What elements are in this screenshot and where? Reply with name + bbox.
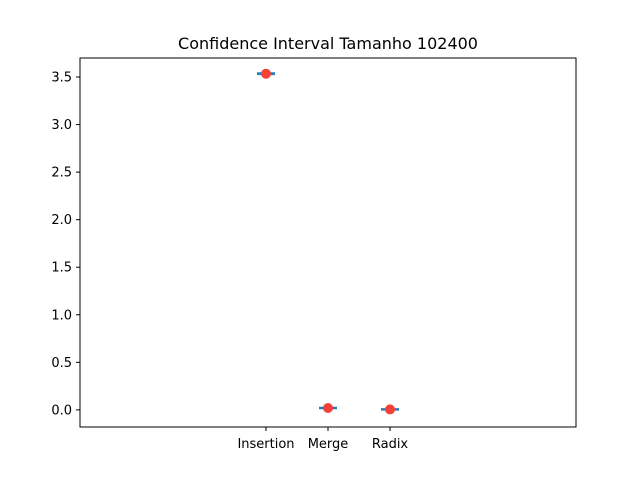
mean-point-merge [323,402,333,413]
x-tick-label: Radix [372,437,409,452]
mean-point-insertion [261,68,271,79]
y-tick-label: 2.0 [51,213,72,228]
y-tick-label: 3.0 [51,118,72,133]
y-tick-label: 0.5 [51,356,72,371]
y-axis: 0.0 0.5 1.0 1.5 2.0 2.5 3.0 3.5 [51,71,80,418]
x-axis: Insertion Merge Radix [237,427,408,452]
y-tick-label: 1.0 [51,308,72,323]
data-marks [257,68,399,415]
x-tick-label: Merge [308,437,349,452]
mean-point-radix [385,404,395,415]
y-tick-label: 1.5 [51,261,72,276]
chart-title: Confidence Interval Tamanho 102400 [178,34,478,53]
y-tick-label: 3.5 [51,71,72,86]
y-tick-label: 2.5 [51,166,72,181]
y-tick-label: 0.0 [51,403,72,418]
plot-area [79,57,577,428]
x-tick-label: Insertion [237,437,294,452]
